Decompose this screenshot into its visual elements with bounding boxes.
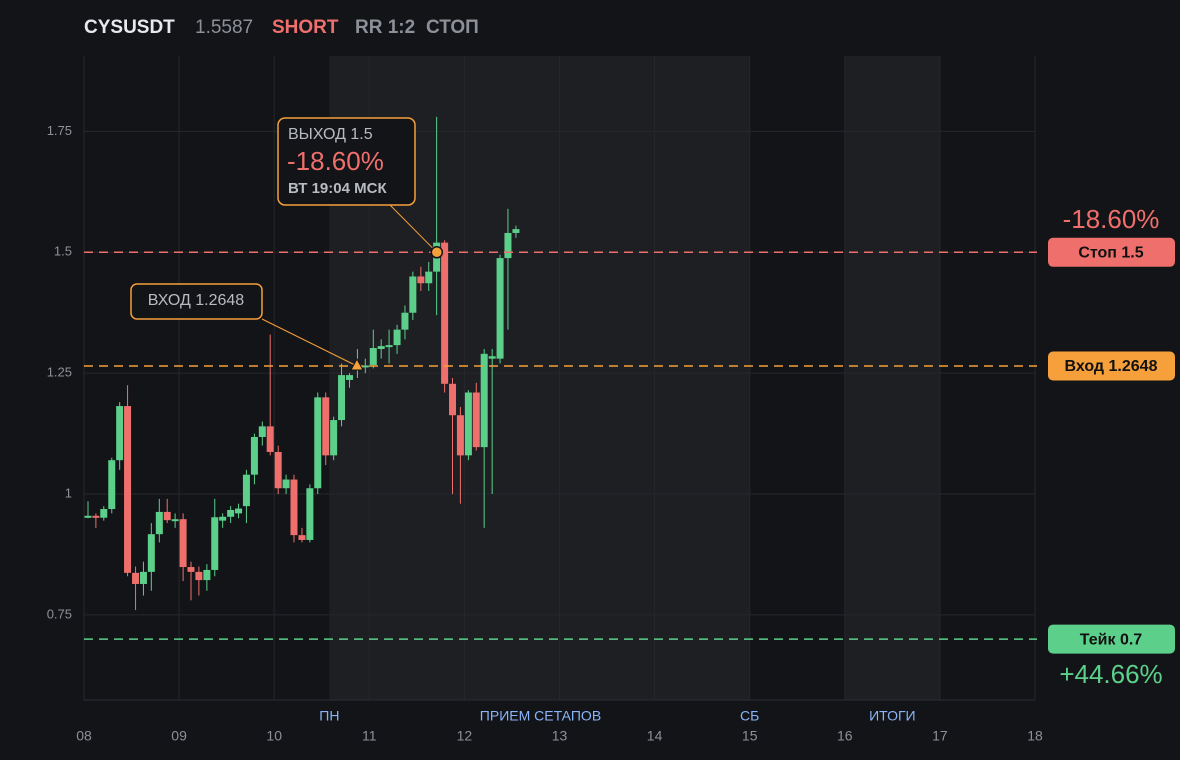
candle-body (393, 329, 401, 346)
candle-body (100, 509, 108, 518)
candle-body (512, 229, 520, 233)
candle-body (369, 348, 377, 365)
level-badge (1048, 237, 1175, 267)
candle-body (441, 242, 449, 384)
x-tick-label: 17 (932, 728, 948, 744)
candle-body (139, 571, 147, 584)
candle-body (266, 426, 274, 452)
candle-body (480, 353, 488, 448)
session-label: СБ (740, 708, 759, 724)
x-tick-label: 16 (837, 728, 853, 744)
candle-body (155, 511, 163, 535)
candle-body (171, 519, 179, 522)
candle-body (132, 572, 140, 584)
session-label: ПН (319, 708, 339, 724)
x-tick-label: 14 (647, 728, 663, 744)
candle-body (464, 392, 472, 456)
candle-body (330, 420, 338, 456)
candle-body (409, 276, 417, 313)
candle-body (116, 406, 124, 461)
candle-body (385, 345, 393, 348)
candle-body (488, 356, 496, 359)
candle-body (258, 426, 266, 437)
candle-body (219, 516, 227, 521)
x-tick-label: 09 (171, 728, 187, 744)
candle-body (377, 346, 385, 349)
symbol: CYSUSDT (84, 17, 175, 38)
annotation-text: ВХОД 1.2648 (148, 292, 245, 309)
candle-body (496, 258, 504, 359)
candle-body (338, 375, 346, 421)
candle-body (92, 515, 100, 518)
y-tick-label: 1.5 (54, 244, 72, 259)
candle-body (235, 508, 243, 514)
x-tick-label: 10 (266, 728, 282, 744)
session-label: ПРИЕМ СЕТАПОВ (480, 708, 601, 724)
candle-body (361, 365, 369, 368)
candle-body (322, 397, 330, 456)
level-pct: -18.60% (1063, 204, 1160, 234)
candle-body (504, 232, 512, 259)
x-tick-label: 08 (76, 728, 92, 744)
x-tick-label: 13 (552, 728, 568, 744)
candle-body (84, 515, 92, 518)
x-tick-label: 18 (1027, 728, 1043, 744)
y-tick-label: 0.75 (47, 606, 72, 621)
candle-body (314, 397, 322, 489)
entry-marker (350, 357, 364, 371)
candle-body (472, 392, 480, 448)
candle-body (124, 406, 132, 573)
annotation-pct: -18.60% (287, 146, 384, 176)
candle-body (195, 571, 203, 581)
level-label: Тейк 0.7 (1080, 631, 1143, 648)
candle-body (242, 474, 250, 507)
candle-body (282, 479, 290, 489)
level-badge (1048, 624, 1175, 654)
exit-marker (430, 246, 444, 259)
annotation-text: ВЫХОД 1.5 (288, 126, 373, 143)
candle-body (306, 488, 314, 540)
candle-body (227, 509, 235, 517)
session-band (844, 56, 940, 700)
side: SHORT (272, 17, 339, 38)
x-tick-label: 11 (362, 728, 377, 744)
annotation-time: ВТ 19:04 МСК (288, 180, 387, 197)
level-label: Стоп 1.5 (1078, 245, 1143, 262)
candle-body (456, 415, 464, 456)
candle-body (346, 375, 354, 380)
candle-body (274, 451, 282, 489)
candle-body (179, 519, 187, 568)
level-pct: +44.66% (1059, 659, 1162, 689)
y-tick-label: 1 (65, 485, 72, 500)
candle-body (163, 511, 171, 521)
leader-line (261, 318, 358, 367)
candle-body (298, 535, 306, 540)
y-tick-label: 1.25 (47, 365, 72, 380)
candle-body (108, 460, 116, 510)
rr: RR 1:2 (355, 17, 415, 38)
candle-body (203, 569, 211, 581)
candle-body (187, 567, 195, 572)
candle-body (147, 534, 155, 572)
annotation-box (277, 117, 416, 206)
status: СТОП (426, 17, 479, 38)
x-tick-label: 12 (457, 728, 473, 744)
level-badge (1048, 351, 1175, 381)
session-label: ИТОГИ (869, 708, 916, 724)
y-tick-label: 1.75 (47, 123, 72, 138)
candle-body (211, 517, 219, 570)
annotation-box (130, 283, 263, 320)
price: 1.5587 (195, 17, 253, 38)
candle-body (250, 436, 258, 475)
leader-line (389, 204, 438, 253)
x-tick-label: 15 (742, 728, 758, 744)
candle-body (449, 383, 457, 416)
level-label: Вход 1.2648 (1065, 358, 1158, 375)
candle-body (425, 271, 433, 284)
candle-body (417, 276, 425, 284)
candle-body (290, 479, 298, 536)
candle-body (401, 312, 409, 330)
